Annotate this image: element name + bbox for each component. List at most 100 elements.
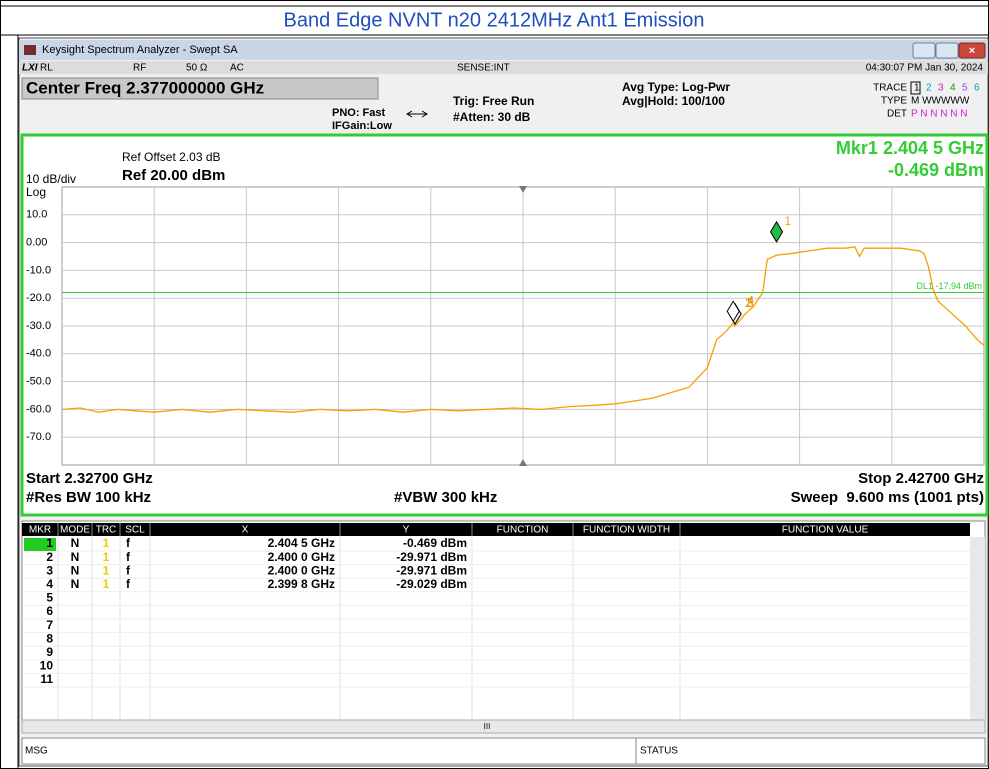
status-coupling: AC [230, 63, 244, 74]
table-cell: 5 [46, 591, 53, 605]
trace-number: 3 [938, 83, 944, 94]
marker [726, 300, 740, 323]
table-cell: N [71, 563, 80, 577]
table-cell: f [126, 563, 131, 577]
table-cell: 1 [103, 563, 110, 577]
table-cell: 8 [46, 631, 53, 645]
status-rf: RF [133, 63, 146, 74]
marker-label: 4 [747, 293, 754, 307]
minimize-button[interactable] [912, 42, 936, 59]
close-glyph: × [969, 45, 975, 57]
y-tick-label: -30.0 [26, 320, 51, 332]
marker-readout-level: -0.469 dBm [888, 160, 984, 180]
table-cell: 10 [40, 659, 54, 673]
y-tick-label: 0.00 [26, 237, 47, 249]
marker-label: 2 [745, 296, 752, 310]
pno: PNO: Fast [332, 107, 386, 119]
vbw: #VBW 300 kHz [394, 489, 497, 506]
table-cell: -29.029 dBm [396, 577, 467, 591]
avg-type: Avg Type: Log-Pwr [622, 80, 730, 94]
center-freq-box[interactable] [21, 77, 379, 100]
table-cell: 2.404 5 GHz [268, 536, 335, 550]
ref-level: Ref 20.00 dBm [122, 167, 225, 184]
trace-number: 4 [950, 83, 956, 94]
marker-label: 3 [747, 296, 754, 310]
message-bar [21, 737, 986, 765]
column-header: MODE [60, 525, 90, 536]
page-title: Band Edge NVNT n20 2412MHz Ant1 Emission [284, 9, 705, 31]
trace-label: TRACE [873, 83, 907, 94]
table-cell: f [126, 577, 131, 591]
status-rl: RL [40, 63, 53, 74]
table-cell: -0.469 dBm [403, 536, 467, 550]
rbw: #Res BW 100 kHz [26, 489, 151, 506]
trace-number-box [910, 81, 921, 95]
table-cell: -29.971 dBm [396, 563, 467, 577]
scroll-thumb: III [484, 722, 491, 731]
marker-label: 1 [785, 214, 792, 228]
column-header: FUNCTION WIDTH [583, 525, 670, 536]
avg-hold: Avg|Hold: 100/100 [622, 94, 725, 108]
column-header: SCL [125, 525, 145, 536]
y-tick-label: -50.0 [26, 376, 51, 388]
table-cell: 3 [46, 563, 53, 577]
stop-freq: Stop 2.42700 GHz [858, 470, 984, 487]
lxi-badge: LXI [22, 63, 38, 74]
table-cell: 1 [46, 536, 53, 550]
table-cell: 2.399 8 GHz [268, 577, 335, 591]
table-cell: 6 [46, 604, 53, 618]
table-cell: f [126, 536, 131, 550]
table-cell: 4 [46, 577, 53, 591]
type-label: TYPE [881, 96, 907, 107]
y-tick-label: -20.0 [26, 292, 51, 304]
table-cell: 1 [103, 550, 110, 564]
plot: 10.0 0.00 -10.0 -20.0 -30.0 -40.0 -50.0 -60.0 -7… [26, 186, 985, 466]
trig-icon [406, 110, 428, 118]
ref-offset: Ref Offset 2.03 dB [122, 150, 221, 164]
y-tick-label: -10.0 [26, 264, 51, 276]
y-tick-label: -60.0 [26, 403, 51, 415]
h-scrollbar[interactable] [21, 719, 986, 734]
close-button[interactable] [958, 42, 986, 59]
column-header: FUNCTION [497, 525, 549, 536]
column-header: Y [403, 525, 410, 536]
table-cell: N [71, 536, 80, 550]
marker [769, 220, 784, 243]
column-header: FUNCTION VALUE [782, 525, 869, 536]
scale-label: 10 dB/div [26, 172, 76, 186]
msg-label: MSG [25, 746, 48, 757]
table-cell: N [71, 577, 80, 591]
table-cell: 2.400 0 GHz [268, 563, 335, 577]
table-cell: -29.971 dBm [396, 550, 467, 564]
table-cell: 2 [46, 550, 53, 564]
table-cell: 7 [46, 618, 53, 632]
table-header [22, 523, 970, 536]
det-label: DET [887, 109, 907, 120]
trig: Trig: Free Run [453, 94, 534, 108]
ifgain: IFGain:Low [332, 120, 392, 132]
selected-cell [24, 538, 56, 551]
v-scrollbar[interactable] [970, 537, 985, 720]
column-header: TRC [96, 525, 117, 536]
column-header: MKR [29, 525, 51, 536]
center-indicator [519, 186, 527, 193]
start-freq: Start 2.32700 GHz [26, 470, 153, 487]
trace-number: 2 [926, 83, 932, 94]
det-value: P N N N N N [911, 109, 968, 120]
window-title: Keysight Spectrum Analyzer - Swept SA [42, 44, 238, 56]
marker-readout-freq: Mkr1 2.404 5 GHz [836, 138, 984, 158]
title-bar [19, 40, 988, 60]
status-strip [19, 61, 988, 74]
center-freq: Center Freq 2.377000000 GHz [26, 78, 264, 97]
table-cell: 1 [103, 536, 110, 550]
status-sense: SENSE:INT [457, 63, 510, 74]
column-header: X [242, 525, 249, 536]
table-cell: 9 [46, 645, 53, 659]
y-tick-label: 10.0 [26, 209, 47, 221]
maximize-button[interactable] [935, 42, 959, 59]
trace [61, 246, 985, 413]
table-cell: 2.400 0 GHz [268, 550, 335, 564]
app-icon [24, 45, 36, 55]
table-cell: 1 [103, 577, 110, 591]
